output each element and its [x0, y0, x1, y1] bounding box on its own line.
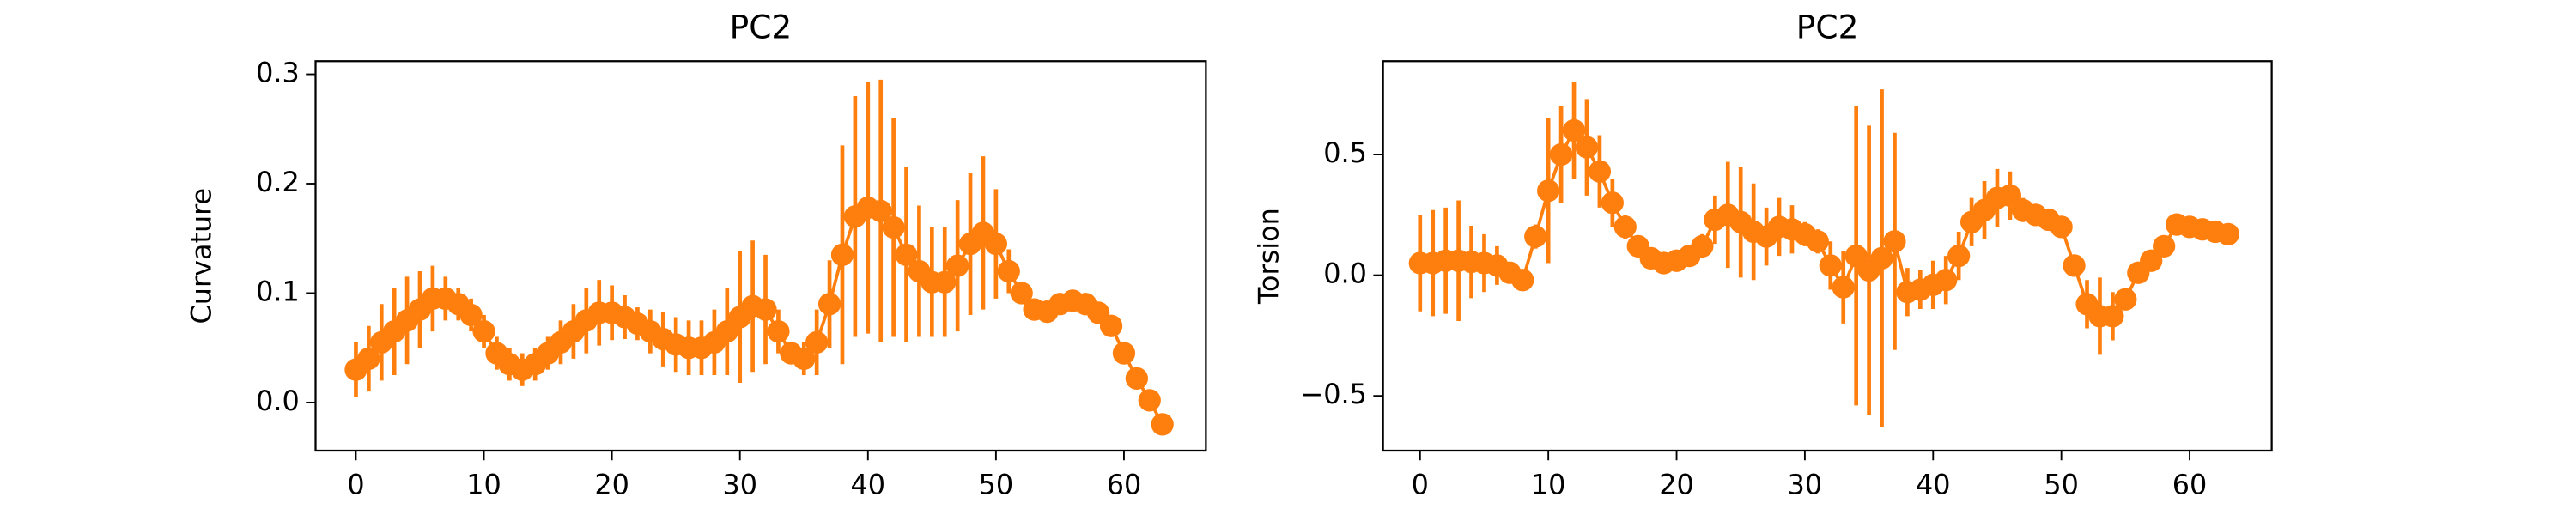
- data-point: [1151, 413, 1174, 436]
- x-tick-label: 10: [466, 468, 501, 500]
- data-point: [805, 330, 829, 354]
- data-point: [793, 347, 816, 371]
- data-point: [1819, 254, 1842, 277]
- data-point: [984, 232, 1008, 256]
- data-point: [2063, 254, 2086, 277]
- data-point: [1562, 118, 1586, 142]
- x-tick-label: 0: [347, 468, 364, 500]
- x-tick-label: 20: [1659, 468, 1694, 500]
- x-tick-label: 30: [722, 468, 757, 500]
- data-point: [1883, 230, 1906, 253]
- data-point: [830, 243, 854, 266]
- data-point: [1935, 269, 1958, 292]
- data-point: [869, 199, 892, 222]
- data-point: [1691, 234, 1714, 258]
- data-point: [357, 347, 380, 371]
- data-point: [1806, 230, 1829, 253]
- data-point: [2050, 215, 2073, 239]
- x-tick-label: 20: [594, 468, 629, 500]
- data-point: [1537, 179, 1560, 203]
- x-tick-label: 60: [2172, 468, 2208, 500]
- series-line: [1419, 127, 2229, 318]
- y-axis-label: Curvature: [185, 188, 217, 324]
- chart-title: PC2: [1796, 8, 1859, 45]
- data-point: [472, 319, 495, 343]
- y-tick-label: 0.2: [256, 166, 300, 198]
- data-point: [1511, 269, 1534, 292]
- data-point: [2114, 288, 2137, 311]
- data-point: [767, 319, 790, 343]
- data-point: [1844, 245, 1868, 268]
- data-point: [2216, 222, 2239, 245]
- data-point: [2140, 249, 2163, 272]
- data-point: [946, 254, 969, 277]
- y-axis-label: Torsion: [1252, 208, 1285, 305]
- data-point: [895, 243, 918, 266]
- data-point: [1947, 245, 1971, 268]
- x-tick-label: 30: [1788, 468, 1823, 500]
- data-point: [1575, 136, 1599, 159]
- data-point: [2153, 234, 2176, 258]
- x-tick-label: 50: [979, 468, 1014, 500]
- plot-frame: [314, 60, 1207, 452]
- data-point: [1138, 389, 1161, 412]
- y-tick-label: 0.0: [256, 385, 300, 417]
- x-tick-label: 40: [1916, 468, 1951, 500]
- data-point: [1998, 184, 2022, 207]
- y-tick-label: 0.3: [256, 57, 300, 89]
- data-point: [1524, 225, 1547, 248]
- data-point: [1613, 215, 1637, 239]
- data-point: [754, 298, 777, 321]
- data-point: [1125, 367, 1148, 391]
- data-point: [882, 215, 905, 239]
- x-tick-label: 0: [1412, 468, 1429, 500]
- x-tick-label: 50: [2044, 468, 2079, 500]
- data-point: [1832, 276, 1855, 299]
- chart-title: PC2: [730, 8, 793, 45]
- y-tick-label: 0.1: [256, 275, 300, 307]
- data-point: [2101, 305, 2124, 328]
- data-point: [1601, 191, 1624, 215]
- data-point: [1588, 160, 1612, 183]
- y-tick-label: −0.5: [1301, 378, 1367, 410]
- data-point: [933, 270, 957, 294]
- data-point: [1099, 314, 1123, 337]
- data-point: [459, 303, 483, 327]
- data-point: [1870, 246, 1893, 270]
- data-point: [1112, 342, 1136, 365]
- x-tick-label: 60: [1107, 468, 1142, 500]
- data-point: [1549, 142, 1573, 167]
- data-point: [1010, 282, 1033, 305]
- x-tick-label: 40: [851, 468, 886, 500]
- y-tick-label: 0.0: [1323, 258, 1367, 290]
- data-point: [997, 259, 1020, 283]
- x-tick-label: 10: [1531, 468, 1566, 500]
- y-tick-label: 0.5: [1323, 136, 1367, 169]
- data-point: [817, 293, 841, 316]
- plot-frame: [1382, 60, 2273, 452]
